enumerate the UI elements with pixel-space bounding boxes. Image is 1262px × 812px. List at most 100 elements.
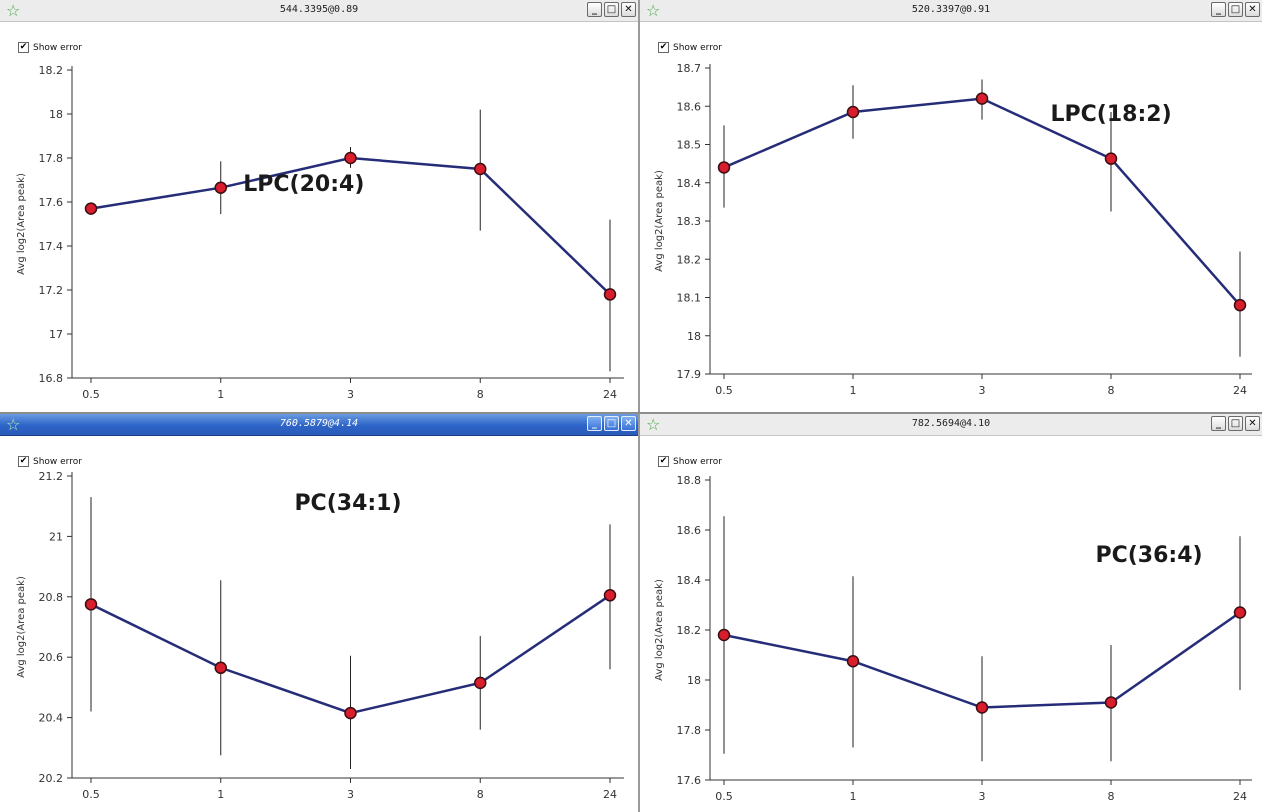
x-tick-label: 1	[850, 384, 857, 397]
y-tick-label: 18.2	[39, 64, 64, 77]
maximize-button[interactable]: □	[1228, 2, 1243, 17]
show-error-checkbox[interactable]: ✔ Show error	[658, 456, 722, 467]
window-titlebar[interactable]: ☆ 520.3397@0.91 _ □ ✕	[640, 0, 1262, 22]
window-titlebar[interactable]: ☆ 544.3395@0.89 _ □ ✕	[0, 0, 638, 22]
star-icon[interactable]: ☆	[6, 415, 21, 434]
y-tick-label: 18.5	[677, 139, 702, 152]
data-point	[717, 161, 731, 174]
horizontal-splitter[interactable]	[0, 411, 1262, 414]
vertical-splitter[interactable]	[637, 0, 640, 812]
y-tick-label: 18.4	[677, 574, 702, 587]
window-titlebar[interactable]: ☆ 782.5694@4.10 _ □ ✕	[640, 414, 1262, 436]
maximize-button[interactable]: □	[604, 2, 619, 17]
data-point	[975, 92, 989, 105]
y-axis-label: Avg log2(Area peak)	[16, 576, 27, 678]
y-tick-label: 18.2	[677, 253, 702, 266]
y-tick-label: 17.8	[677, 724, 702, 737]
data-point	[1104, 696, 1118, 709]
y-axis-label: Avg log2(Area peak)	[16, 173, 27, 275]
maximize-button[interactable]: □	[1228, 416, 1243, 431]
x-tick-label: 3	[979, 790, 986, 803]
x-tick-label: 0.5	[82, 788, 100, 801]
y-tick-label: 20.8	[39, 591, 64, 604]
y-tick-label: 17.4	[39, 240, 64, 253]
window-title: 782.5694@4.10	[911, 418, 991, 429]
y-tick-label: 18.6	[677, 524, 702, 537]
data-point	[214, 181, 227, 194]
data-point	[603, 288, 617, 301]
x-tick-label: 8	[477, 388, 484, 401]
x-tick-label: 0.5	[82, 388, 100, 401]
minimize-button[interactable]: _	[1211, 416, 1226, 431]
x-tick-label: 8	[1108, 790, 1115, 803]
minimize-button[interactable]: _	[587, 2, 602, 17]
checkmark-icon[interactable]: ✔	[658, 42, 669, 53]
checkmark-icon[interactable]: ✔	[658, 456, 669, 467]
x-tick-label: 0.5	[715, 790, 733, 803]
data-point	[474, 676, 487, 690]
close-button[interactable]: ✕	[1245, 416, 1260, 431]
window-title: 760.5879@4.14	[279, 418, 359, 429]
line-chart: 16.8 17 17.2 17.4 17.6 17.8 18 18.2 0.5 1 3 8 24 Avg …	[16, 64, 624, 401]
show-error-checkbox[interactable]: ✔ Show error	[18, 456, 82, 467]
chart-window-1: ☆ 544.3395@0.89 _ □ ✕ ✔ Show error 16.8 1…	[0, 0, 638, 412]
chart-annotation: LPC(18:2)	[1051, 102, 1172, 127]
checkmark-icon[interactable]: ✔	[18, 42, 29, 53]
show-error-checkbox[interactable]: ✔ Show error	[18, 42, 82, 53]
window-controls: _ □ ✕	[1211, 2, 1260, 17]
y-tick-label: 18.8	[677, 474, 702, 487]
x-tick-label: 24	[603, 788, 617, 801]
x-tick-label: 1	[217, 388, 224, 401]
y-tick-label: 20.2	[39, 772, 64, 785]
x-tick-label: 1	[217, 788, 224, 801]
y-tick-label: 21	[49, 530, 63, 543]
close-button[interactable]: ✕	[621, 2, 636, 17]
x-tick-label: 24	[603, 388, 617, 401]
minimize-button[interactable]: _	[587, 416, 602, 431]
x-tick-label: 3	[347, 788, 354, 801]
y-tick-label: 16.8	[39, 372, 64, 385]
x-tick-label: 8	[477, 788, 484, 801]
x-tick-label: 24	[1233, 384, 1247, 397]
checkmark-icon[interactable]: ✔	[18, 456, 29, 467]
show-error-label: Show error	[673, 456, 722, 467]
window-titlebar[interactable]: ☆ 760.5879@4.14 _ □ ✕	[0, 414, 638, 436]
window-controls: _ □ ✕	[587, 416, 636, 431]
y-tick-label: 17.6	[39, 196, 64, 209]
chart-window-4: ☆ 782.5694@4.10 _ □ ✕ ✔ Show error 17.6 1…	[640, 414, 1262, 812]
data-point	[846, 655, 860, 668]
show-error-label: Show error	[33, 42, 82, 53]
y-tick-label: 20.6	[39, 651, 64, 664]
data-point	[717, 628, 731, 642]
maximize-button[interactable]: □	[604, 416, 619, 431]
data-point	[344, 151, 357, 165]
data-point	[603, 589, 617, 602]
data-point	[1104, 152, 1118, 165]
data-point	[474, 162, 487, 176]
star-icon[interactable]: ☆	[646, 1, 661, 20]
chart-annotation: LPC(20:4)	[243, 172, 364, 197]
y-tick-label: 18.2	[677, 624, 702, 637]
star-icon[interactable]: ☆	[6, 1, 21, 20]
star-icon[interactable]: ☆	[646, 415, 661, 434]
line-chart: 20.2 20.4 20.6 20.8 21 21.2 0.5 1 3 8 24 Avg log2(A…	[16, 470, 624, 801]
show-error-checkbox[interactable]: ✔ Show error	[658, 42, 722, 53]
x-tick-label: 0.5	[715, 384, 733, 397]
window-title: 520.3397@0.91	[911, 4, 991, 15]
series-line	[723, 97, 1241, 306]
chart-annotation: PC(34:1)	[294, 491, 401, 516]
data-point	[846, 105, 860, 119]
y-tick-label: 17.9	[677, 368, 702, 381]
y-tick-label: 18	[687, 330, 701, 343]
chart-window-2: ☆ 520.3397@0.91 _ □ ✕ ✔ Show error 17.9 1…	[640, 0, 1262, 412]
y-tick-label: 18.7	[677, 62, 702, 75]
y-tick-label: 17.6	[677, 774, 702, 787]
window-controls: _ □ ✕	[587, 2, 636, 17]
window-controls: _ □ ✕	[1211, 416, 1260, 431]
show-error-label: Show error	[673, 42, 722, 53]
close-button[interactable]: ✕	[621, 416, 636, 431]
minimize-button[interactable]: _	[1211, 2, 1226, 17]
y-tick-label: 18	[49, 108, 63, 121]
close-button[interactable]: ✕	[1245, 2, 1260, 17]
x-tick-label: 8	[1108, 384, 1115, 397]
